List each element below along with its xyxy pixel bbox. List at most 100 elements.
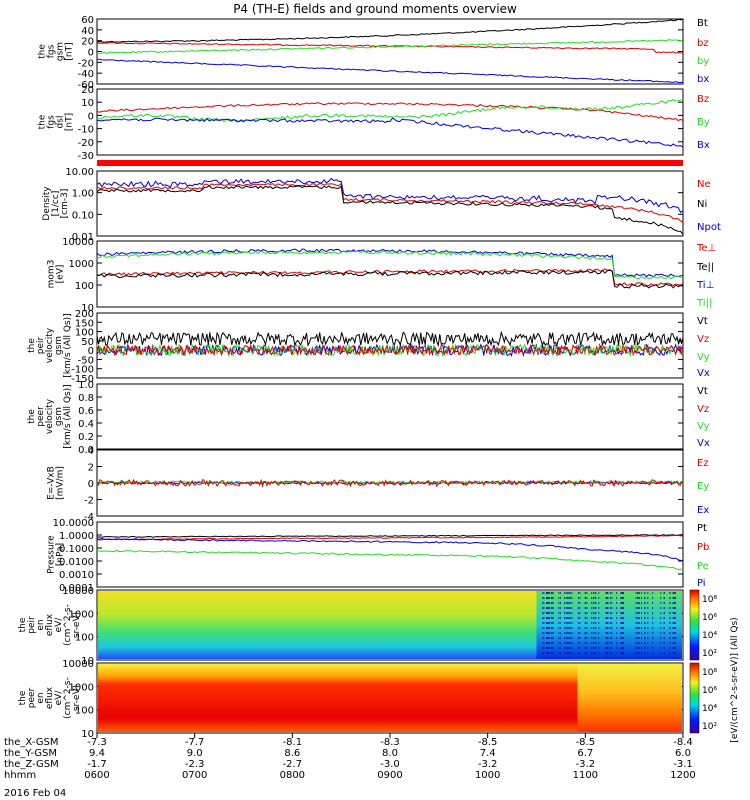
y-tick-label: 1.0 bbox=[78, 380, 94, 391]
y-tick-label: 200 bbox=[75, 309, 94, 320]
y-tick-label: 40 bbox=[81, 26, 94, 37]
y-tick-label: 0.0001 bbox=[59, 583, 94, 594]
mode-bar bbox=[97, 160, 683, 166]
y-tick-label: 10000 bbox=[62, 237, 94, 248]
y-axis-label: gsm bbox=[54, 407, 64, 426]
y-tick-label: 0 bbox=[88, 111, 94, 122]
panel-frame-density bbox=[96, 170, 684, 237]
legend-By: By bbox=[697, 117, 710, 128]
y-axis-label: peir bbox=[27, 616, 37, 634]
y-tick-label: 100 bbox=[75, 633, 94, 644]
legend-Bx: Bx bbox=[697, 140, 710, 151]
legend-Pe: Pe bbox=[697, 561, 709, 572]
y-axis-label: eV/ bbox=[54, 617, 64, 633]
legend-Ti||: Ti|| bbox=[696, 298, 712, 309]
x-tick-label: 0600 bbox=[84, 770, 109, 781]
series-by bbox=[96, 39, 684, 55]
x-tick-label: 9.4 bbox=[89, 748, 105, 759]
panel-frame-peir-eflux bbox=[96, 589, 684, 661]
y-axis-label: en bbox=[36, 619, 46, 630]
plot-title: P4 (TH-E) fields and ground moments over… bbox=[233, 2, 517, 16]
y-tick-label: -50 bbox=[78, 355, 94, 366]
series-Vx bbox=[96, 343, 684, 358]
y-axis-label: the bbox=[27, 338, 37, 353]
panel-frame-temp bbox=[96, 240, 684, 308]
legend-Ey: Ey bbox=[697, 481, 709, 492]
y-tick-label: 10 bbox=[81, 98, 94, 109]
y-axis-label: eflux bbox=[45, 686, 55, 709]
x-tick-label: -8.3 bbox=[380, 737, 400, 748]
x-tick-label: -2.3 bbox=[185, 759, 205, 770]
x-tick-label: 8.0 bbox=[382, 748, 398, 759]
legend-Ez: Ez bbox=[697, 458, 709, 469]
colorbar-ion bbox=[689, 589, 700, 661]
legend-Vt: Vt bbox=[697, 316, 708, 327]
y-tick-label: 2 bbox=[88, 463, 94, 474]
legend-bz: bz bbox=[697, 38, 709, 49]
y-tick-label: 0.0010 bbox=[59, 570, 94, 581]
panel-frame-pressure bbox=[96, 521, 684, 588]
y-tick-label: 0.6 bbox=[78, 406, 94, 417]
y-axis-label: peir bbox=[36, 336, 46, 354]
y-axis-label: E=-VxB bbox=[47, 466, 57, 500]
y-axis-label: the bbox=[27, 409, 37, 424]
y-tick-label: 10000 bbox=[62, 659, 94, 670]
y-axis-label: velocity bbox=[45, 327, 55, 363]
colorbar-tick: 10⁶ bbox=[702, 613, 717, 623]
legend-Ex: Ex bbox=[697, 505, 709, 516]
y-axis-label: [km/s (All Qs)] bbox=[63, 313, 73, 377]
y-tick-label: -2 bbox=[84, 496, 94, 507]
colorbar-tick: 10⁴ bbox=[702, 704, 717, 714]
series-Bx bbox=[96, 117, 684, 148]
x-row-label: hhmm bbox=[4, 770, 36, 781]
series-Ni bbox=[96, 184, 684, 235]
y-axis-label: Pressure bbox=[47, 535, 57, 574]
legend-Pb: Pb bbox=[697, 542, 709, 553]
y-tick-label: 1.00 bbox=[72, 189, 94, 200]
legend-Vx: Vx bbox=[697, 368, 710, 379]
y-axis-label: fgs bbox=[47, 44, 57, 58]
y-tick-label: 1000 bbox=[69, 259, 94, 270]
x-tick-label: 6.7 bbox=[577, 748, 593, 759]
panel-frame-peer-vel bbox=[96, 383, 684, 450]
x-tick-label: -8.1 bbox=[283, 737, 303, 748]
legend-Te⊥: Te⊥ bbox=[696, 243, 716, 254]
x-tick-label: 1200 bbox=[670, 770, 695, 781]
legend-Vz: Vz bbox=[697, 334, 709, 345]
y-axis-label: gsm bbox=[54, 336, 64, 355]
series-Pb bbox=[96, 534, 683, 541]
legend-Te||: Te|| bbox=[696, 262, 714, 273]
series-Pe bbox=[96, 549, 684, 571]
y-axis-label: fgs bbox=[47, 115, 57, 129]
x-tick-label: -3.1 bbox=[673, 759, 693, 770]
y-tick-label: -100 bbox=[71, 365, 94, 376]
colorbar-tick: 10⁸ bbox=[702, 595, 717, 605]
y-tick-label: -20 bbox=[78, 138, 94, 149]
x-tick-label: 9.0 bbox=[187, 748, 203, 759]
y-axis-label: (cm^2-s- bbox=[63, 604, 73, 646]
y-tick-label: 10 bbox=[81, 729, 94, 740]
colorbar-tick: 10⁴ bbox=[702, 631, 717, 641]
y-axis-label: gsm bbox=[56, 42, 66, 61]
legend-Pt: Pt bbox=[697, 523, 707, 534]
legend-Ni: Ni bbox=[697, 199, 707, 210]
x-tick-label: 1000 bbox=[475, 770, 500, 781]
y-tick-label: -30 bbox=[78, 151, 94, 162]
y-tick-label: 0 bbox=[88, 479, 94, 490]
x-tick-label: -7.7 bbox=[185, 737, 205, 748]
y-tick-label: 1000 bbox=[69, 609, 94, 620]
series-Bz bbox=[96, 102, 684, 122]
y-axis-label: [nT] bbox=[65, 42, 75, 60]
y-tick-label: 4 bbox=[88, 446, 94, 457]
legend-Pi: Pi bbox=[697, 578, 706, 589]
legend-Vy: Vy bbox=[697, 421, 710, 432]
legend-Vt: Vt bbox=[697, 386, 708, 397]
y-tick-label: 0.1000 bbox=[59, 544, 94, 555]
y-axis-label: mom3 bbox=[47, 260, 57, 289]
y-axis-label: (cm^2-s- bbox=[63, 677, 73, 719]
x-row-label: the_X-GSM bbox=[4, 737, 58, 748]
date-label: 2016 Feb 04 bbox=[4, 788, 66, 799]
legend-by: by bbox=[697, 56, 709, 67]
x-tick-label: -8.5 bbox=[478, 737, 498, 748]
